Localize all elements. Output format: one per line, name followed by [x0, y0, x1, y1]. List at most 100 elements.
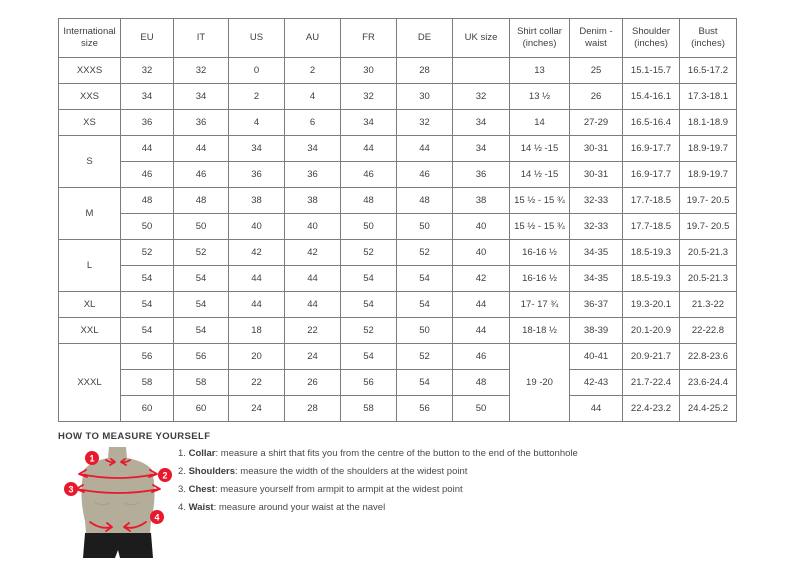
table-cell: 36 [228, 161, 285, 188]
table-cell: 56 [120, 343, 174, 370]
table-cell: 44 [340, 135, 397, 162]
table-cell: 20.1-20.9 [622, 317, 680, 344]
table-cell: 17.7-18.5 [622, 213, 680, 240]
table-row: XS 36 36 4 6 34 32 34 14 27-29 16.5-16.4 18.1-18.9 [58, 109, 737, 136]
table-cell: 20.5-21.3 [679, 265, 737, 292]
table-cell: 19.7- 20.5 [679, 213, 737, 240]
step-label: Chest [188, 483, 215, 495]
table-cell: 58 [173, 369, 229, 396]
table-row: M 48 48 38 38 48 48 38 15 ½ - 15 ¾ 32-33 17.7-18.5… [58, 187, 737, 240]
table-cell: 2 [228, 83, 285, 110]
table-cell: 50 [396, 317, 453, 344]
table-cell: 21.3-22 [679, 291, 737, 318]
table-cell: 18.9-19.7 [679, 161, 737, 188]
table-cell: 54 [340, 343, 397, 370]
table-cell: 36 [120, 109, 174, 136]
step-number: 3. [178, 483, 186, 495]
table-cell: 56 [396, 395, 453, 422]
table-cell: 48 [120, 187, 174, 214]
table-cell: 14 ½ -15 [509, 161, 570, 188]
table-cell: 19.3-20.1 [622, 291, 680, 318]
table-cell: 50 [173, 213, 229, 240]
table-cell: 54 [396, 291, 453, 318]
table-cell: 42 [452, 265, 510, 292]
size-chart-table: International size EU IT US AU FR DE UK size Shi… [58, 18, 737, 422]
table-cell: 54 [120, 317, 174, 344]
table-row: 60 60 24 28 58 56 50 44 22.4-23.2 24.4-25.2 [59, 395, 737, 422]
table-cell: 42 [284, 239, 341, 266]
step-text: : measure a shirt that fits you from the… [215, 448, 578, 459]
measurement-figure: 1 2 3 4 [64, 447, 172, 558]
table-cell: 4 [284, 83, 341, 110]
measure-steps-list: 1. Collar: measure a shirt that fits you… [178, 448, 578, 521]
table-cell: 32 [340, 83, 397, 110]
table-cell: 15 ½ - 15 ¾ [509, 187, 570, 214]
table-cell: 48 [173, 187, 229, 214]
table-cell: 50 [340, 213, 397, 240]
table-cell: 17.7-18.5 [622, 187, 680, 214]
marker-4-circle [150, 510, 164, 524]
column-header: Shoulder (inches) [622, 18, 680, 58]
table-cell: 44 [120, 135, 174, 162]
table-cell: 52 [120, 239, 174, 266]
table-cell: 28 [284, 395, 341, 422]
table-cell: 26 [569, 83, 623, 110]
header-row: International size EU IT US AU FR DE UK size Shi… [58, 18, 737, 58]
torso-silhouette [81, 447, 155, 533]
measurement-markers: 1 2 3 4 [64, 451, 172, 524]
table-cell: 56 [173, 343, 229, 370]
table-cell: 40 [228, 213, 285, 240]
marker-3-number: 3 [68, 485, 73, 495]
table-cell: 22.4-23.2 [622, 395, 680, 422]
table-cell: 15.1-15.7 [622, 57, 680, 84]
table-cell: 18.5-19.3 [622, 239, 680, 266]
table-cell: 52 [340, 317, 397, 344]
step-text: : measure yourself from armpit to armpit… [214, 483, 463, 495]
column-header: US [228, 18, 285, 58]
table-cell: 44 [452, 317, 510, 344]
table-cell: 46 [340, 161, 397, 188]
table-cell: 34 [284, 135, 341, 162]
table-cell: 32 [396, 109, 453, 136]
table-cell: 34 [120, 83, 174, 110]
table-cell: 44 [284, 265, 341, 292]
table-cell: 42-43 [569, 369, 623, 396]
table-cell: 14 [509, 109, 570, 136]
step-text: : measure the width of the shoulders at … [235, 465, 468, 477]
table-cell: 16.9-17.7 [622, 161, 680, 188]
table-row: L 52 52 42 42 52 52 40 16-16 ½ 34-35 18.5-19.3 20.5… [58, 239, 737, 292]
table-cell: 46 [452, 343, 510, 370]
step-label: Shoulders [188, 465, 236, 477]
table-cell: 44 [396, 135, 453, 162]
table-cell: 24 [228, 395, 285, 422]
table-cell: 16-16 ½ [509, 239, 570, 266]
table-cell: 46 [120, 161, 174, 188]
table-cell: 36 [452, 161, 510, 188]
table-cell: 17.3-18.1 [679, 83, 737, 110]
step-label: Waist [188, 501, 214, 513]
table-cell: 58 [120, 369, 174, 396]
column-header: EU [120, 18, 174, 58]
marker-3-circle [64, 482, 78, 496]
step-number: 2. [178, 465, 186, 477]
table-cell: 27-29 [569, 109, 623, 136]
table-cell: 22-22.8 [679, 317, 737, 344]
table-cell: 18.1-18.9 [679, 109, 737, 136]
step-text: : measure around your waist at the navel [213, 501, 386, 513]
table-cell: 34 [340, 109, 397, 136]
step-number: 4. [178, 501, 186, 513]
table-cell: 20.9-21.7 [622, 343, 680, 370]
column-header: AU [284, 18, 341, 58]
column-header: UK size [452, 18, 510, 58]
marker-1-circle [85, 451, 99, 465]
table-cell: 26 [284, 369, 341, 396]
table-cell: 40-41 [569, 343, 623, 370]
marker-4-number: 4 [154, 513, 159, 523]
size-label-cell: L [58, 239, 121, 292]
size-table-head: International size EU IT US AU FR DE UK size Shi… [58, 18, 737, 58]
step-label: Collar [188, 448, 216, 459]
table-cell: 54 [396, 265, 453, 292]
table-cell: 50 [452, 395, 510, 422]
table-cell: 60 [173, 395, 229, 422]
table-cell: 25 [569, 57, 623, 84]
